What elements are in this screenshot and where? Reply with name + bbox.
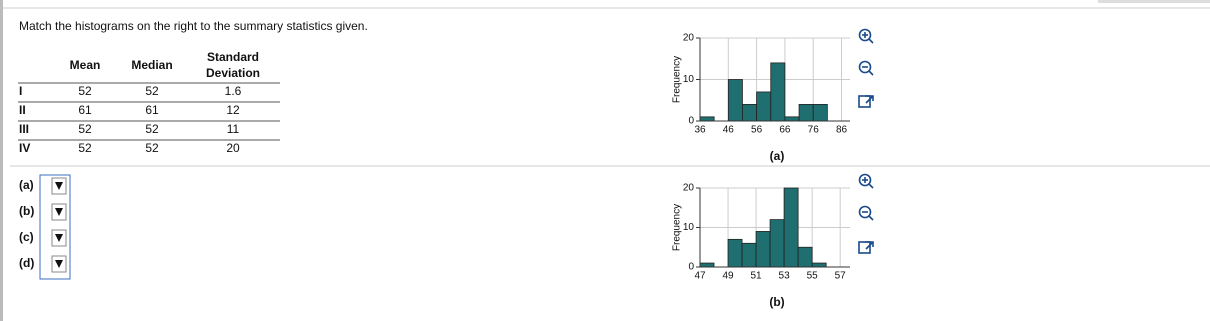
row-label: I: [19, 84, 22, 98]
icons: [858, 28, 874, 254]
y-tick-label: 10: [683, 74, 695, 85]
select-group: [39, 174, 71, 280]
y-tick-label: 0: [688, 262, 694, 273]
bar: [699, 262, 715, 268]
x-axis-label: (b): [769, 295, 784, 309]
x-tick-label: 46: [723, 125, 735, 136]
x-tick-label: 86: [836, 125, 848, 136]
dropdown[interactable]: [51, 255, 67, 273]
dropdown[interactable]: [51, 177, 67, 195]
answers: (a) (b) (c) (d): [19, 174, 71, 280]
left-border: [0, 0, 3, 321]
x-tick-label: 36: [694, 125, 706, 136]
bar: [784, 116, 800, 122]
x-tick-label: 53: [779, 271, 791, 282]
col-header: Mean: [70, 58, 101, 72]
dropdown[interactable]: [51, 203, 67, 221]
answer-label: (d): [19, 256, 34, 270]
cell: 52: [145, 84, 159, 98]
x-tick-label: 51: [751, 271, 763, 282]
row-label: IV: [19, 141, 30, 155]
top-bar: [1098, 0, 1210, 3]
bar: [812, 104, 828, 122]
x-tick-label: 47: [694, 271, 706, 282]
bar: [798, 104, 814, 122]
bar: [797, 246, 813, 268]
dropdown-arrow: [55, 208, 63, 216]
y-tick-label: 20: [683, 33, 695, 44]
cell: 1.6: [225, 84, 242, 98]
question: Match the histograms on the right to the…: [19, 19, 368, 33]
stats-table: Mean Median Standard Deviation I 52 52 1.6 II 61 6…: [18, 50, 280, 155]
col-header: Median: [131, 58, 172, 72]
cell: 52: [78, 141, 92, 155]
bar: [811, 262, 827, 268]
cell: 52: [145, 122, 159, 136]
cell: 20: [226, 141, 240, 155]
y-tick-label: 20: [683, 183, 695, 194]
x-tick-label: 55: [807, 271, 819, 282]
bar: [727, 79, 743, 122]
bar: [783, 187, 799, 268]
cell: 61: [78, 103, 92, 117]
cell: 61: [145, 103, 159, 117]
bar: [741, 242, 757, 268]
row-label: III: [19, 122, 29, 136]
dropdown[interactable]: [51, 229, 67, 247]
y-axis-label: Frequency: [672, 204, 683, 251]
bar: [755, 231, 771, 268]
y-axis-label: Frequency: [672, 56, 683, 103]
x-tick-label: 57: [835, 271, 847, 282]
cell: 52: [145, 141, 159, 155]
x-tick-label: 56: [751, 125, 763, 136]
col-header: Standard Deviation: [206, 50, 260, 80]
bar: [756, 91, 772, 122]
bar: [770, 62, 786, 122]
answer-label: (c): [19, 230, 34, 244]
x-tick-label: 76: [808, 125, 820, 136]
y-tick-label: 0: [688, 116, 694, 127]
bar: [727, 238, 743, 268]
y-tick-label: 10: [683, 222, 695, 233]
dropdown-arrow: [55, 234, 63, 242]
dropdown-arrow: [55, 182, 63, 190]
cell: 52: [78, 122, 92, 136]
answer-label: (b): [19, 204, 34, 218]
x-tick-label: 66: [779, 125, 791, 136]
bar: [699, 116, 715, 122]
cell: 12: [226, 103, 240, 117]
bar: [769, 219, 785, 268]
dropdown-arrow: [55, 260, 63, 268]
cell: 11: [227, 122, 240, 136]
x-axis-label: (a): [770, 149, 785, 163]
bar: [742, 104, 758, 122]
cell: 52: [78, 84, 92, 98]
answer-label: (a): [19, 178, 34, 192]
row-label: II: [19, 103, 26, 117]
x-tick-label: 49: [722, 271, 734, 282]
